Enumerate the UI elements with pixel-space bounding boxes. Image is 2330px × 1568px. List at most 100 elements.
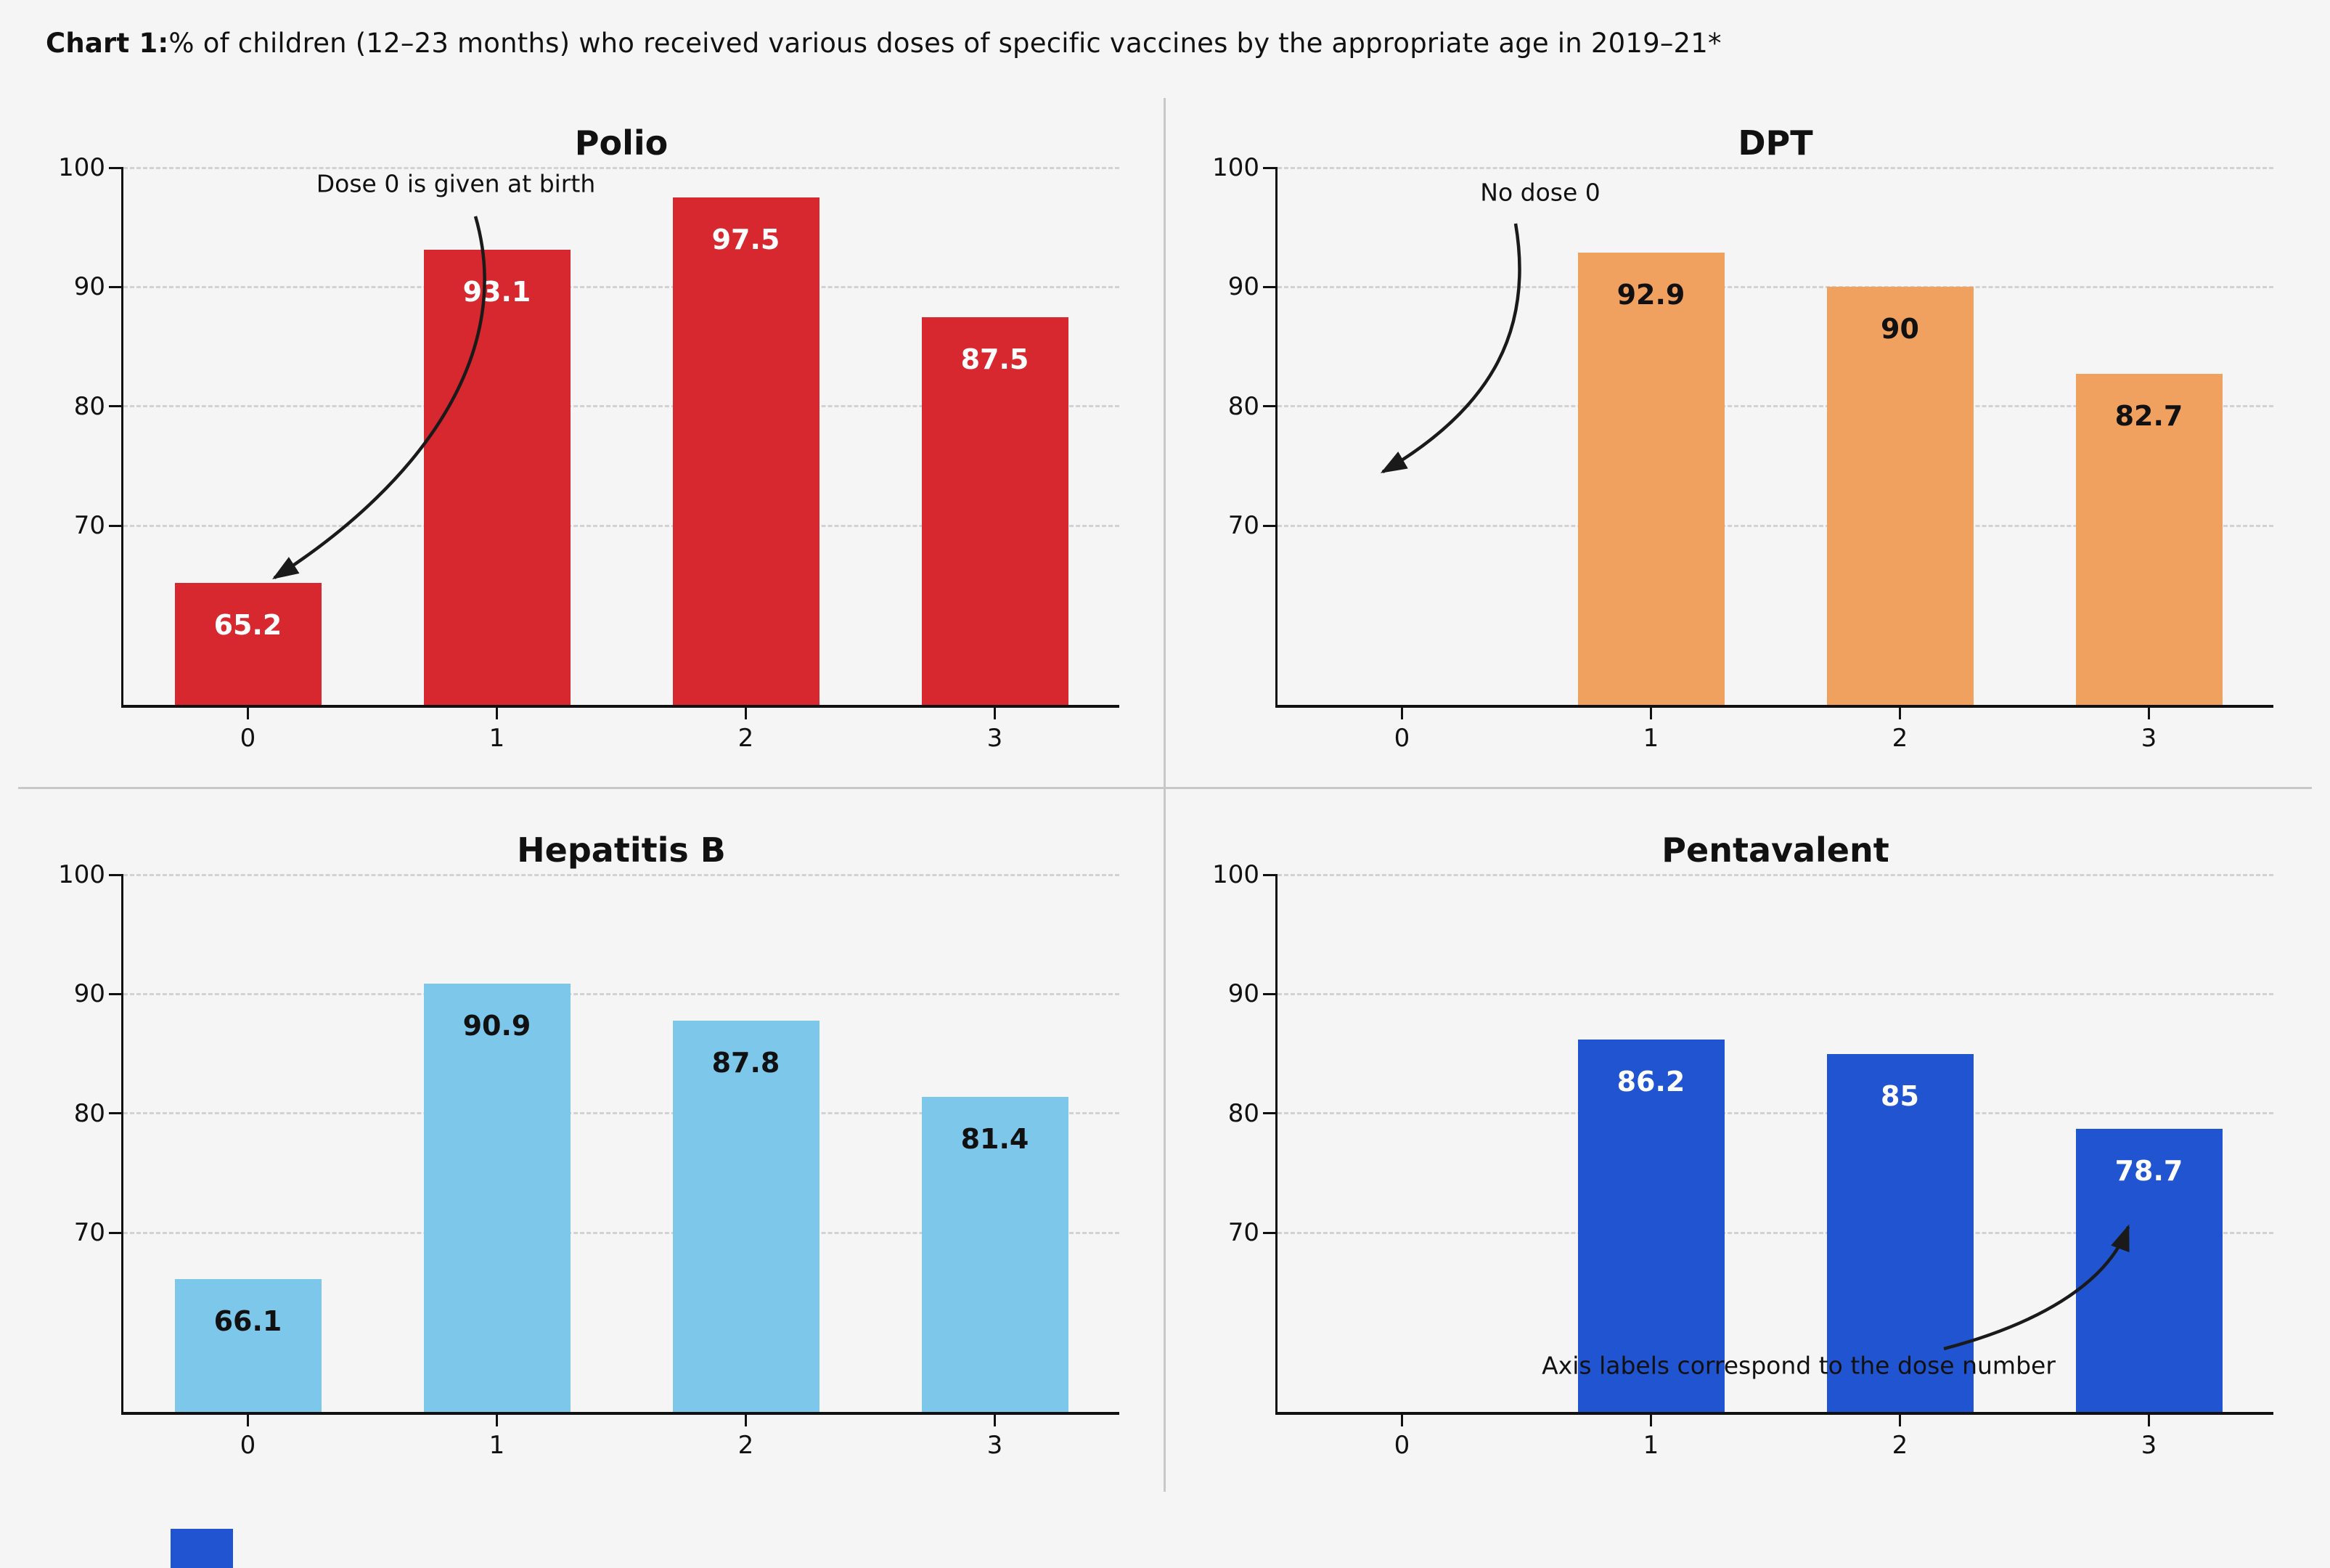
vertical-divider bbox=[1164, 98, 1166, 1492]
y-axis-spine bbox=[1275, 168, 1278, 705]
y-tick-label-90: 90 bbox=[73, 979, 105, 1009]
x-tick-label-3: 3 bbox=[2141, 1431, 2157, 1460]
bar-polio-dose-3 bbox=[921, 317, 1068, 705]
x-tick-3 bbox=[2148, 1415, 2150, 1426]
gridline-90 bbox=[123, 285, 1119, 288]
bar-hepatitis-b-dose-3 bbox=[921, 1096, 1068, 1412]
x-tick-label-3: 3 bbox=[986, 724, 1003, 753]
gridline-70 bbox=[123, 524, 1119, 527]
y-tick-70 bbox=[109, 1231, 123, 1234]
bar-value-hepatitis-b-dose-3: 81.4 bbox=[960, 1122, 1029, 1155]
chart-pentavalent: Pentavalent 70 80 90 100 0 86.2 1 85 2 78.7 3 bbox=[1176, 809, 2308, 1506]
y-tick-label-70: 70 bbox=[73, 511, 105, 541]
x-tick-0 bbox=[1401, 1415, 1403, 1426]
y-tick-90 bbox=[1263, 992, 1278, 995]
y-tick-100 bbox=[1263, 873, 1278, 876]
watermark-swatch bbox=[171, 1529, 233, 1568]
x-tick-label-1: 1 bbox=[489, 724, 505, 753]
gridline-70 bbox=[1278, 1231, 2273, 1234]
y-tick-80 bbox=[109, 405, 123, 408]
y-tick-label-70: 70 bbox=[1227, 511, 1259, 541]
gridline-100 bbox=[1278, 873, 2273, 876]
y-tick-70 bbox=[109, 524, 123, 527]
y-tick-label-100: 100 bbox=[1212, 153, 1259, 182]
x-tick-2 bbox=[1899, 708, 1901, 719]
y-tick-90 bbox=[109, 992, 123, 995]
gridline-100 bbox=[123, 166, 1119, 169]
gridline-80 bbox=[123, 1112, 1119, 1115]
chart-hepatitis-b: Hepatitis B 70 80 90 100 66.1 0 90.9 1 87.8 2 81.4 3 bbox=[22, 809, 1154, 1506]
gridline-100 bbox=[123, 873, 1119, 876]
y-tick-80 bbox=[1263, 405, 1278, 408]
gridline-70 bbox=[1278, 524, 2273, 527]
bar-value-hepatitis-b-dose-1: 90.9 bbox=[462, 1009, 531, 1042]
gridline-80 bbox=[1278, 1112, 2273, 1115]
x-tick-0 bbox=[1401, 708, 1403, 719]
x-tick-label-1: 1 bbox=[1643, 724, 1659, 753]
x-tick-3 bbox=[2148, 708, 2150, 719]
x-tick-0 bbox=[247, 708, 249, 719]
bar-value-polio-dose-2: 97.5 bbox=[711, 224, 780, 256]
y-tick-70 bbox=[1263, 524, 1278, 527]
x-tick-label-3: 3 bbox=[2141, 724, 2157, 753]
y-tick-80 bbox=[109, 1112, 123, 1115]
bar-value-polio-dose-1: 93.1 bbox=[462, 276, 531, 309]
bar-hepatitis-b-dose-2 bbox=[672, 1020, 819, 1412]
x-tick-label-1: 1 bbox=[489, 1431, 505, 1460]
x-tick-1 bbox=[496, 1415, 498, 1426]
bar-value-polio-dose-0: 65.2 bbox=[213, 609, 282, 642]
y-tick-label-100: 100 bbox=[58, 860, 105, 889]
y-axis-spine bbox=[121, 875, 123, 1412]
x-tick-label-2: 2 bbox=[737, 724, 754, 753]
y-tick-label-90: 90 bbox=[1227, 272, 1259, 302]
x-tick-label-2: 2 bbox=[1892, 724, 1908, 753]
gridline-80 bbox=[1278, 405, 2273, 408]
bar-polio-dose-2 bbox=[672, 197, 819, 705]
chart-title-polio: Polio bbox=[574, 123, 669, 163]
y-axis-spine bbox=[121, 168, 123, 705]
gridline-90 bbox=[123, 992, 1119, 995]
x-tick-label-1: 1 bbox=[1643, 1431, 1659, 1460]
x-axis-spine bbox=[1275, 705, 2273, 708]
gridline-90 bbox=[1278, 992, 2273, 995]
bar-value-hepatitis-b-dose-2: 87.8 bbox=[711, 1046, 780, 1079]
x-tick-2 bbox=[745, 1415, 747, 1426]
gridline-90 bbox=[1278, 285, 2273, 288]
chart-polio: Polio 70 80 90 100 65.2 0 93.1 1 97.5 2 87.5 3 bbox=[22, 102, 1154, 799]
y-tick-label-70: 70 bbox=[73, 1218, 105, 1248]
y-tick-90 bbox=[1263, 285, 1278, 288]
x-tick-label-2: 2 bbox=[1892, 1431, 1908, 1460]
annotation-pentavalent: Axis labels correspond to the dose numbe… bbox=[1542, 1351, 2056, 1380]
bar-value-pentavalent-dose-1: 86.2 bbox=[1616, 1065, 1685, 1098]
y-tick-label-90: 90 bbox=[73, 272, 105, 302]
bar-value-dpt-dose-3: 82.7 bbox=[2114, 400, 2183, 433]
bar-polio-dose-1 bbox=[423, 250, 571, 705]
page-title-prefix: Chart 1: bbox=[46, 28, 169, 59]
y-tick-80 bbox=[1263, 1112, 1278, 1115]
gridline-80 bbox=[123, 405, 1119, 408]
bar-dpt-dose-3 bbox=[2075, 374, 2223, 705]
chart-title-hepatitis-b: Hepatitis B bbox=[517, 830, 726, 870]
page-title-text: % of children (12–23 months) who receive… bbox=[168, 28, 1722, 59]
y-tick-label-80: 80 bbox=[73, 391, 105, 421]
y-tick-label-80: 80 bbox=[1227, 1098, 1259, 1128]
annotation-dpt: No dose 0 bbox=[1480, 178, 1601, 207]
y-tick-label-80: 80 bbox=[73, 1098, 105, 1128]
x-axis-spine bbox=[1275, 1412, 2273, 1415]
x-tick-3 bbox=[994, 708, 996, 719]
y-tick-label-70: 70 bbox=[1227, 1218, 1259, 1248]
x-tick-label-0: 0 bbox=[1394, 724, 1410, 753]
y-tick-label-80: 80 bbox=[1227, 391, 1259, 421]
y-tick-90 bbox=[109, 285, 123, 288]
y-tick-label-90: 90 bbox=[1227, 979, 1259, 1009]
y-tick-70 bbox=[1263, 1231, 1278, 1234]
x-tick-1 bbox=[1650, 1415, 1652, 1426]
y-tick-label-100: 100 bbox=[1212, 860, 1259, 889]
x-tick-0 bbox=[247, 1415, 249, 1426]
chart-dpt: DPT 70 80 90 100 0 92.9 1 90 2 82.7 3 bbox=[1176, 102, 2308, 799]
chart-title-dpt: DPT bbox=[1738, 123, 1813, 163]
bar-dpt-dose-1 bbox=[1577, 252, 1725, 705]
gridline-100 bbox=[1278, 166, 2273, 169]
bar-value-polio-dose-3: 87.5 bbox=[960, 343, 1029, 375]
bar-hepatitis-b-dose-1 bbox=[423, 983, 571, 1412]
